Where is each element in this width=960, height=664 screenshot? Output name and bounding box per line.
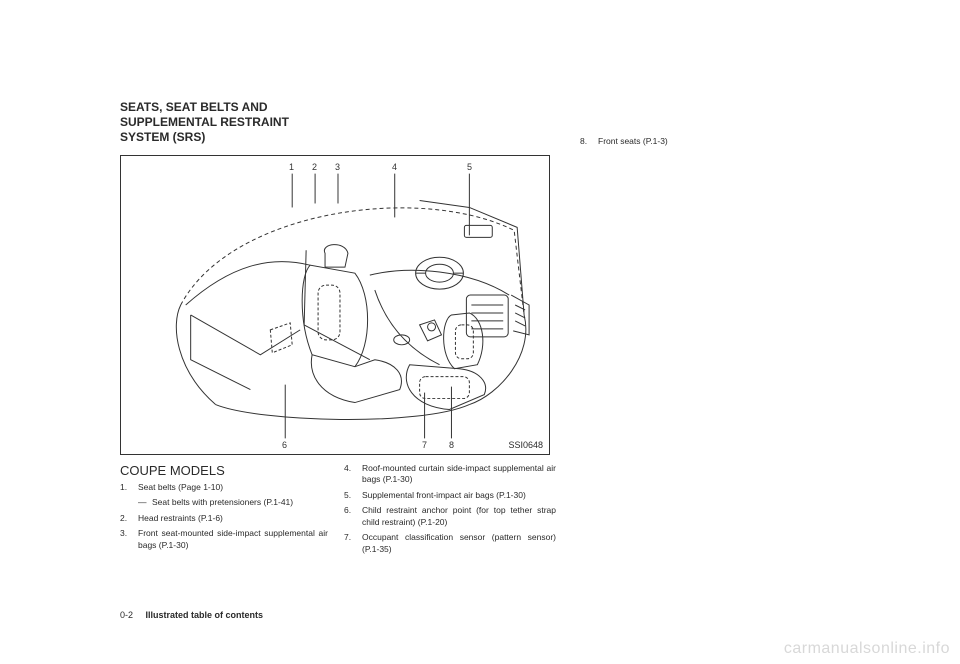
legend-item: 8. Front seats (P.1-3) [580, 136, 820, 147]
callout-label-2: 2 [312, 162, 317, 172]
diagram-frame: 1 2 3 4 5 6 7 8 SSI0648 [120, 155, 550, 455]
legend-text: Occupant classification sensor (pattern … [362, 532, 556, 555]
page-container: SEATS, SEAT BELTS AND SUPPLEMENTAL RESTR… [120, 100, 840, 620]
legend-text: Front seat-mounted side-impact supplemen… [138, 528, 328, 551]
dash-icon: — [138, 497, 152, 508]
callout-label-1: 1 [289, 162, 294, 172]
model-subheading: COUPE MODELS [120, 463, 328, 478]
legend-text: Roof-mounted curtain side-impact supplem… [362, 463, 556, 486]
legend-item: 7. Occupant classification sensor (patte… [344, 532, 556, 555]
legend-num: 4. [344, 463, 362, 486]
legend-num: 1. [120, 482, 138, 493]
legend-num: 6. [344, 505, 362, 528]
legend-item: 6. Child restraint anchor point (for top… [344, 505, 556, 528]
legend-num: 5. [344, 490, 362, 501]
legend-num: 7. [344, 532, 362, 555]
legend-text: Seat belts (Page 1-10) [138, 482, 328, 493]
legend-item: 4. Roof-mounted curtain side-impact supp… [344, 463, 556, 486]
watermark-text: carmanualsonline.info [784, 640, 950, 658]
callout-label-3: 3 [335, 162, 340, 172]
legend-text: Front seats (P.1-3) [598, 136, 820, 147]
legend-col-right: 8. Front seats (P.1-3) [580, 136, 820, 151]
legend-item: 5. Supplemental front-impact air bags (P… [344, 490, 556, 501]
legend-text: Supplemental front-impact air bags (P.1-… [362, 490, 556, 501]
heading-line-1: SEATS, SEAT BELTS AND [120, 100, 840, 115]
callout-label-5: 5 [467, 162, 472, 172]
page-footer: 0-2 Illustrated table of contents [120, 610, 263, 620]
callout-label-4: 4 [392, 162, 397, 172]
legend-num: 3. [120, 528, 138, 551]
legend-columns: COUPE MODELS 1. Seat belts (Page 1-10) —… [120, 463, 840, 559]
legend-item: 2. Head restraints (P.1-6) [120, 513, 328, 524]
callout-label-7: 7 [422, 440, 427, 450]
page-number: 0-2 [120, 610, 133, 620]
legend-item: 3. Front seat-mounted side-impact supple… [120, 528, 328, 551]
callout-label-8: 8 [449, 440, 454, 450]
legend-num: 8. [580, 136, 598, 147]
legend-text: Seat belts with pretensioners (P.1-41) [152, 497, 293, 508]
legend-col-left: COUPE MODELS 1. Seat belts (Page 1-10) —… [120, 463, 328, 559]
legend-text: Head restraints (P.1-6) [138, 513, 328, 524]
heading-line-2: SUPPLEMENTAL RESTRAINT [120, 115, 840, 130]
legend-text: Child restraint anchor point (for top te… [362, 505, 556, 528]
callout-label-6: 6 [282, 440, 287, 450]
footer-section: Illustrated table of contents [146, 610, 264, 620]
interior-diagram [121, 155, 549, 455]
legend-item: 1. Seat belts (Page 1-10) [120, 482, 328, 493]
legend-col-mid: 4. Roof-mounted curtain side-impact supp… [344, 463, 556, 559]
figure-code: SSI0648 [508, 440, 543, 450]
legend-num: 2. [120, 513, 138, 524]
legend-subitem: — Seat belts with pretensioners (P.1-41) [138, 497, 328, 508]
